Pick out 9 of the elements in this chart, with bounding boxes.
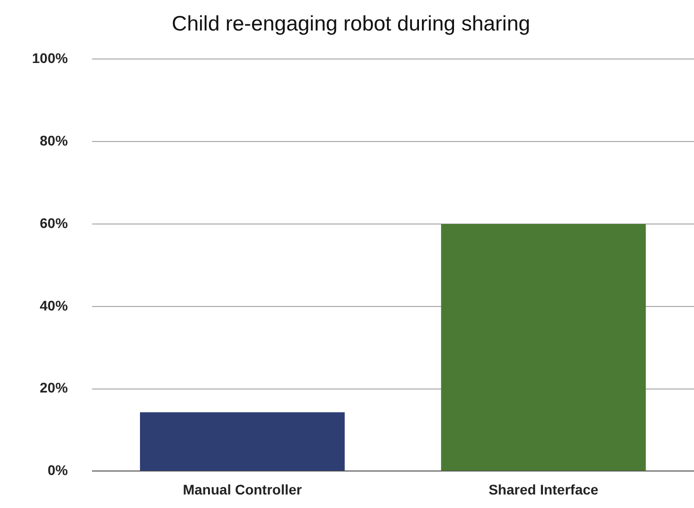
chart-title: Child re-engaging robot during sharing xyxy=(172,12,530,36)
y-tick-label: 100% xyxy=(32,50,68,66)
y-tick-label: 0% xyxy=(48,462,68,478)
x-tick-label: Shared Interface xyxy=(488,481,599,498)
y-tick-label: 20% xyxy=(40,380,68,396)
y-tick-label: 40% xyxy=(40,297,68,314)
x-tick-label: Manual Controller xyxy=(182,481,302,498)
y-tick-label: 60% xyxy=(40,214,68,231)
y-tick-label: 80% xyxy=(40,132,68,148)
